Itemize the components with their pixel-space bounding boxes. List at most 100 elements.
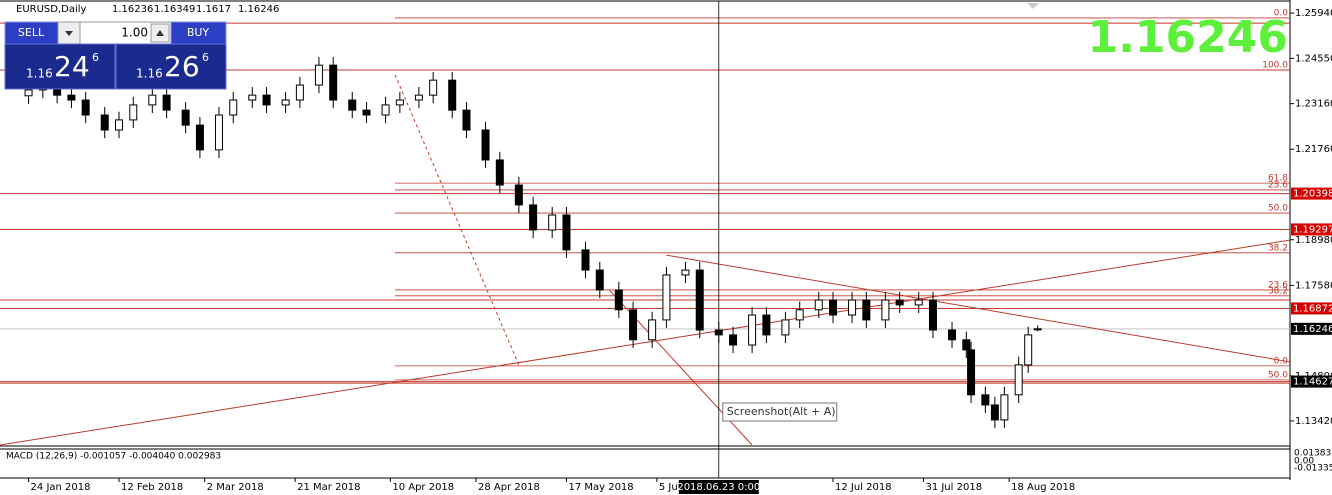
candle-body <box>348 99 357 111</box>
candle-body <box>1024 334 1033 366</box>
candle-body <box>829 299 838 316</box>
candle-body <box>362 109 371 116</box>
price-tag-label: 1.16246 <box>1293 324 1332 335</box>
y-tick-label: 1.24550 <box>1295 53 1332 64</box>
fib-label: 50.0 <box>1268 370 1288 380</box>
buy-label: BUY <box>187 26 210 39</box>
trendline <box>0 239 1291 446</box>
arrow <box>65 31 73 36</box>
tooltip-box <box>722 402 838 422</box>
candle-body <box>914 299 923 306</box>
candle-body <box>695 269 704 331</box>
price-tag-label: 1.20398 <box>1293 189 1332 200</box>
candle-body <box>948 329 957 341</box>
candle-body <box>962 339 971 351</box>
bid-small: 6 <box>92 51 99 64</box>
candle-body <box>81 99 90 116</box>
candle-body <box>662 274 671 321</box>
candle-body <box>1014 364 1023 396</box>
x-tick-label: 2 Mar 2018 <box>207 482 264 493</box>
bid-big: 1.16 <box>26 67 53 81</box>
trendline <box>394 74 520 366</box>
candle-body <box>381 104 390 116</box>
ask-box[interactable] <box>115 43 227 90</box>
candle-body <box>581 249 590 271</box>
candle-body <box>762 314 771 336</box>
x-tick-label: 18 Aug 2018 <box>1011 482 1075 493</box>
price-tag <box>1291 322 1332 335</box>
y-tick-label: 1.23160 <box>1295 99 1332 110</box>
price-tag <box>1291 187 1332 200</box>
x-tick-label: 12 Feb 2018 <box>121 482 183 493</box>
candle-body <box>595 269 604 291</box>
x-tick-label: 21 Mar 2018 <box>297 482 360 493</box>
candle-body <box>24 89 33 97</box>
header-value: 1.16236 <box>112 4 153 15</box>
price-tag <box>1291 302 1332 315</box>
candle-body <box>414 94 423 101</box>
fib-label: 100.0 <box>1262 61 1288 71</box>
candle-body <box>129 104 138 121</box>
candle-body <box>395 99 404 106</box>
fib-label: 38.2 <box>1268 243 1288 253</box>
x-tick-label: 31 Jul 2018 <box>925 482 982 493</box>
candle-body <box>329 64 338 101</box>
candle-body <box>729 334 738 346</box>
x-tick-label: 17 May 2018 <box>568 482 633 493</box>
fib-label: 23.6 <box>1268 180 1288 190</box>
candle-body <box>795 309 804 321</box>
macd-tick: 0.00 <box>1294 457 1314 467</box>
macd-tick: 0.01383 <box>1294 449 1331 459</box>
x-tick-label: 10 Apr 2018 <box>392 482 454 493</box>
candle-body <box>814 299 823 311</box>
bid-box[interactable] <box>4 43 116 90</box>
x-tick-label: 28 Apr 2018 <box>478 482 540 493</box>
scroll-marker <box>1027 3 1039 9</box>
candle-body <box>548 214 557 231</box>
candle-body <box>990 404 999 421</box>
candle-body <box>248 94 257 101</box>
candle-body <box>295 84 304 101</box>
x-tick-label: 24 Jan 2018 <box>31 482 91 493</box>
candle-body <box>100 114 109 131</box>
trade-panel: SELL 1.00 BUY 1.16 24 6 1.16 26 6 <box>4 21 227 90</box>
big-price: 1.16246 <box>1088 12 1288 63</box>
candle-body <box>281 99 290 106</box>
lot-value: 1.00 <box>121 26 148 40</box>
fib-label: 50.0 <box>1268 204 1288 214</box>
fib-label: 0.0 <box>1274 8 1289 18</box>
candle-body <box>629 309 638 341</box>
candle-body <box>162 94 171 111</box>
y-tick-label: 1.25940 <box>1295 8 1332 19</box>
candle-body <box>928 299 937 331</box>
header-value: 1.1617 <box>196 4 231 15</box>
price-tag <box>1291 223 1332 236</box>
candle-body <box>881 299 890 321</box>
candle-body <box>681 269 690 276</box>
candle-body <box>262 94 271 106</box>
y-tick-label: 1.18980 <box>1295 235 1332 246</box>
macd-tick: -0.01335 <box>1294 464 1332 474</box>
ask-main: 26 <box>164 50 200 83</box>
crosshair-tag <box>678 480 759 494</box>
candle-body <box>895 299 904 306</box>
candle-body <box>214 114 223 151</box>
header-value: 1.16349 <box>154 4 195 15</box>
price-tag-label: 1.16872 <box>1293 303 1332 314</box>
price-tag-label: 1.14627 <box>1293 377 1332 388</box>
candle-body <box>648 319 657 341</box>
ask-small: 6 <box>202 51 209 64</box>
price-tag <box>1291 375 1332 388</box>
candle-body <box>748 314 757 346</box>
candle-body <box>314 64 323 86</box>
candle-body <box>514 184 523 206</box>
candle-body <box>1000 394 1009 421</box>
candle-body <box>229 99 238 116</box>
macd-label: MACD (12,26,9) -0.001057 -0.004040 0.002… <box>6 452 221 462</box>
y-tick-label: 1.17580 <box>1295 280 1332 291</box>
arrow <box>156 30 164 36</box>
fib-label: 38.2 <box>1268 286 1288 296</box>
bid-main: 24 <box>54 50 90 83</box>
